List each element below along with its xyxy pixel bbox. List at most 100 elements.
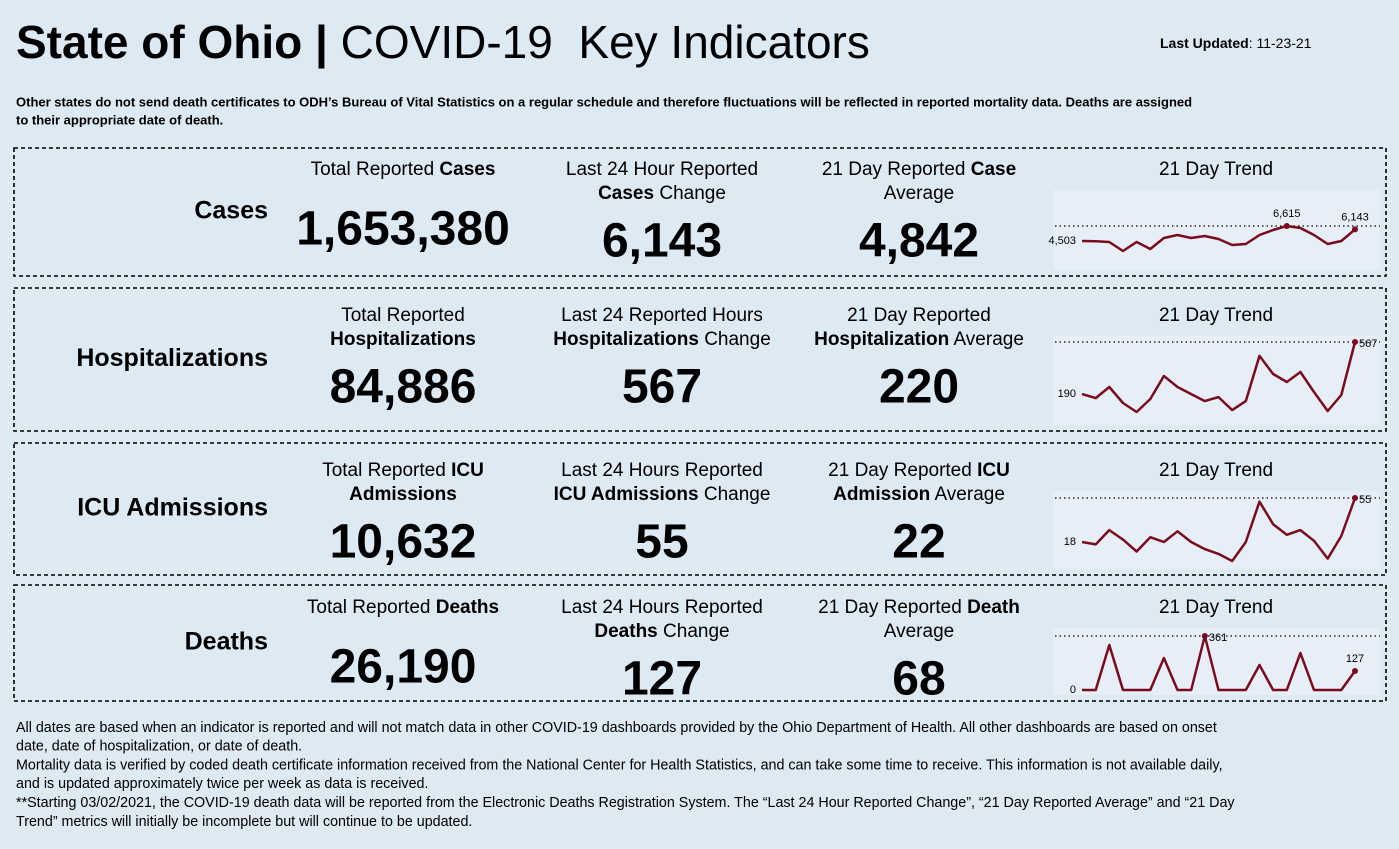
trend-label: 6,143 [1341,211,1369,223]
metric-heading: Last 24 Reported Hours [561,305,763,326]
trend-label: 127 [1346,653,1364,665]
section-border [13,584,1387,702]
text-segment: Cases [598,183,654,204]
trend-label: 567 [1359,338,1377,350]
metric-heading: Average [884,621,954,642]
metric-heading: Last 24 Hours Reported [561,597,763,618]
metric-heading: Total Reported Cases [311,159,496,180]
metric-heading: Deaths Change [594,621,729,642]
text-segment: COVID-19 Key Indicators [341,16,870,68]
text-segment: ICU [451,460,484,481]
section-border [13,287,1387,432]
trend-area [1053,336,1380,425]
footer-text: Mortality data is verified by coded deat… [16,757,1223,773]
trend-point [1283,223,1290,229]
trend-area [1053,491,1380,569]
trend-label: 18 [1064,536,1076,548]
section-label: ICU Admissions [77,494,268,522]
text-segment: Last Updated [1160,35,1249,51]
metric-value: 1,653,380 [296,203,510,256]
text-segment: Change [658,621,730,642]
text-segment: Total Reported [322,460,451,481]
text-segment: Total Reported [307,597,436,618]
metric-heading: Hospitalization Average [814,329,1024,350]
text-segment: Average [884,621,954,642]
last-updated: Last Updated: 11-23-21 [1160,35,1312,51]
metric-value: 10,632 [330,516,477,569]
trend-point [1352,668,1358,675]
note: to their appropriate date of death. [16,112,223,127]
text-segment: State of Ohio | [16,16,341,68]
trend-label: 0 [1070,684,1076,696]
footer-text: All dates are based when an indicator is… [16,720,1217,736]
text-segment: Total Reported [341,305,465,326]
trend-line [1081,341,1357,414]
trend-label: 190 [1058,388,1076,400]
metric-heading: Hospitalizations [330,329,476,350]
metric-value: 127 [622,653,702,706]
text-segment: 21 Day Reported [822,159,971,180]
trend-line [1082,634,1357,692]
footer-text: Trend” metrics will initially be incompl… [16,814,472,830]
text-segment: Deaths [436,597,499,618]
text-segment: Change [699,484,771,505]
trend-point [1352,339,1358,345]
section-label: Cases [194,197,268,225]
metric-heading: 21 Day Reported ICU [828,460,1010,481]
metric-heading: Last 24 Hour Reported [566,159,758,180]
trend-point [1352,495,1358,501]
text-segment: Case [971,159,1016,180]
text-segment: Hospitalizations [553,329,699,350]
metric-value: 4,842 [859,215,979,268]
text-segment: Average [930,484,1005,505]
text-segment: Average [884,183,954,204]
text-segment: Hospitalization [814,329,949,350]
metric-value: 26,190 [330,641,477,694]
text-segment: Cases [439,159,495,180]
metric-value: 6,143 [602,215,722,268]
text-segment: Deaths [594,621,657,642]
section-label: Hospitalizations [76,344,268,372]
text-segment: Death [967,597,1020,618]
metric-value: 220 [879,361,959,414]
trend-title: 21 Day Trend [1159,597,1273,618]
note: Other states do not send death certifica… [16,94,1192,109]
metric-heading: Admission Average [833,484,1005,505]
footer-text: **Starting 03/02/2021, the COVID-19 deat… [16,795,1235,811]
metric-heading: Cases Change [598,183,726,204]
metric-value: 22 [892,516,945,569]
text-segment: Total Reported [311,159,440,180]
metric-heading: Last 24 Hours Reported [561,460,763,481]
metric-heading: Average [884,183,954,204]
trend-point [1201,633,1208,639]
text-segment: ICU Admissions [554,484,699,505]
metric-value: 55 [635,516,688,569]
text-segment: Last 24 Hour Reported [566,159,758,180]
metric-heading: Hospitalizations Change [553,329,771,350]
text-segment: 21 Day Reported [828,460,977,481]
page-title: State of Ohio | COVID-19 Key Indicators [16,16,870,68]
metric-heading: 21 Day Reported Case [822,159,1016,180]
text-segment: Admissions [349,484,457,505]
metric-heading: ICU Admissions Change [554,484,771,505]
metric-heading: 21 Day Reported [847,305,991,326]
text-segment: ICU [977,460,1010,481]
metric-heading: Admissions [349,484,457,505]
text-segment: : 11-23-21 [1249,35,1312,51]
text-segment: Last 24 Reported Hours [561,305,763,326]
metric-heading: 21 Day Reported Death [818,597,1020,618]
text-segment: Admission [833,484,930,505]
trend-line [1081,224,1356,253]
trend-label: 55 [1359,494,1371,506]
trend-point [1352,226,1358,233]
trend-title: 21 Day Trend [1159,305,1273,326]
footer-text: date, date of hospitalization, or date o… [16,739,302,755]
trend-line [1081,497,1357,563]
text-segment: Change [699,329,771,350]
text-segment: Average [949,329,1024,350]
footer-text: and is updated approximately twice per w… [16,776,428,792]
trend-title: 21 Day Trend [1159,460,1273,481]
metric-value: 84,886 [330,361,477,414]
trend-area [1053,190,1380,270]
